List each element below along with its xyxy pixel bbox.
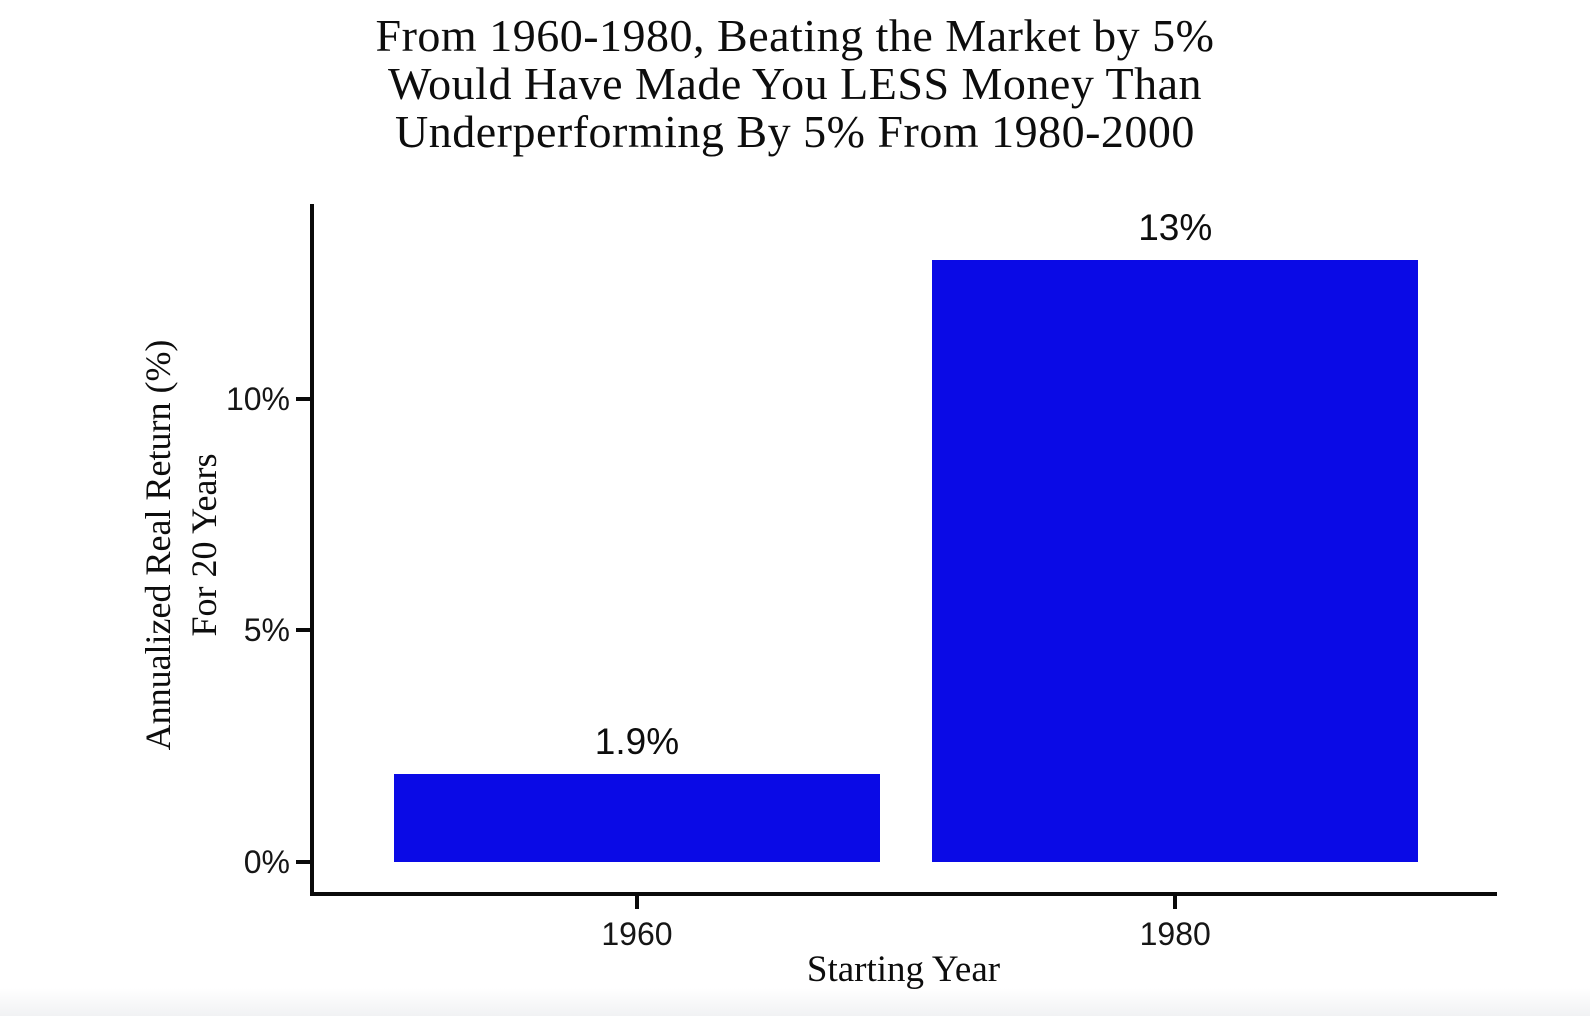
plot-area: 0% 5% 10% 1.9% 1960 13% 1980 [226, 204, 1497, 950]
x-tick-mark [634, 896, 639, 909]
y-axis-title: Annualized Real Return (%) For 20 Years [138, 339, 224, 751]
y-tick-mark [296, 860, 314, 864]
bar-value-label: 13% [1138, 206, 1213, 248]
x-axis-title: Starting Year [806, 949, 1001, 990]
y-tick-mark [296, 628, 314, 633]
x-tick-label: 1960 [601, 916, 673, 952]
x-tick-mark [1173, 896, 1178, 909]
bottom-gradient [0, 988, 1590, 1016]
x-tick-label: 1980 [1139, 916, 1211, 952]
bar-value-label: 1.9% [594, 720, 680, 762]
y-tick-label: 5% [243, 612, 290, 649]
bar-1960 [393, 773, 881, 862]
y-tick-mark [296, 396, 314, 401]
bar-1980 [932, 259, 1419, 862]
y-tick-label: 0% [243, 844, 290, 880]
chart-title: From 1960-1980, Beating the Market by 5%… [375, 10, 1215, 157]
y-tick-label: 10% [225, 380, 290, 417]
